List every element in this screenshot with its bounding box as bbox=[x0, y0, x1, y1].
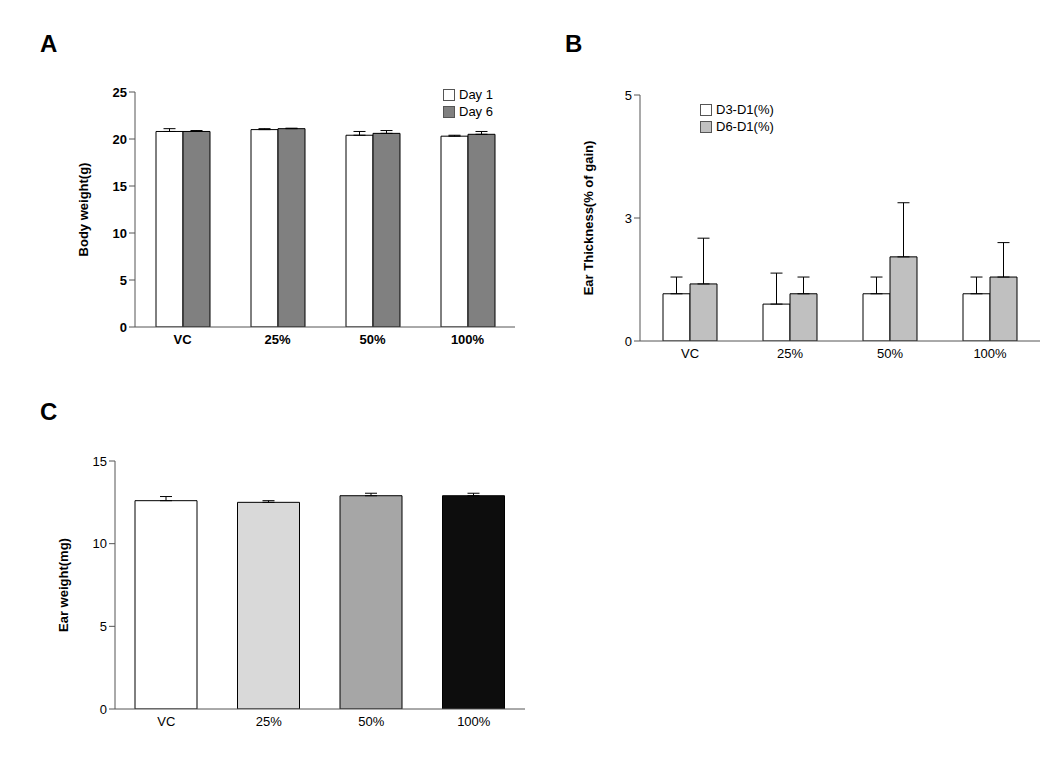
svg-text:50%: 50% bbox=[359, 332, 385, 347]
svg-text:VC: VC bbox=[157, 714, 175, 729]
svg-text:3: 3 bbox=[625, 211, 632, 226]
svg-text:20: 20 bbox=[113, 132, 127, 147]
html-text:C: C bbox=[40, 398, 58, 425]
svg-text:15: 15 bbox=[93, 454, 107, 469]
svg-text:25%: 25% bbox=[777, 346, 803, 361]
svg-text:25: 25 bbox=[113, 85, 127, 100]
svg-text:VC: VC bbox=[173, 332, 192, 347]
html-text:A: A bbox=[40, 30, 58, 57]
svg-text:50%: 50% bbox=[358, 714, 384, 729]
html-text:Day 1: Day 1 bbox=[459, 87, 493, 102]
svg-text:25%: 25% bbox=[264, 332, 290, 347]
svg-text:100%: 100% bbox=[973, 346, 1007, 361]
html-text:Day 6: Day 6 bbox=[459, 104, 493, 119]
svg-text:25%: 25% bbox=[256, 714, 282, 729]
svg-text:50%: 50% bbox=[877, 346, 903, 361]
svg-text:100%: 100% bbox=[457, 714, 491, 729]
html-text:D6-D1(%): D6-D1(%) bbox=[716, 119, 774, 134]
svg-text:5: 5 bbox=[120, 273, 127, 288]
svg-text:10: 10 bbox=[93, 536, 107, 551]
svg-text:Ear weight(mg): Ear weight(mg) bbox=[56, 538, 71, 632]
svg-text:15: 15 bbox=[113, 179, 127, 194]
svg-text:Body weight(g): Body weight(g) bbox=[76, 163, 91, 257]
svg-text:0: 0 bbox=[100, 702, 107, 717]
svg-text:5: 5 bbox=[100, 619, 107, 634]
svg-text:VC: VC bbox=[681, 346, 699, 361]
html-text:D3-D1(%): D3-D1(%) bbox=[716, 102, 774, 117]
svg-text:5: 5 bbox=[625, 88, 632, 103]
svg-text:Ear Thickness(% of gain): Ear Thickness(% of gain) bbox=[581, 141, 596, 296]
html-text:B: B bbox=[565, 30, 583, 57]
svg-text:100%: 100% bbox=[451, 332, 485, 347]
svg-text:10: 10 bbox=[113, 226, 127, 241]
svg-text:0: 0 bbox=[120, 320, 127, 335]
svg-text:0: 0 bbox=[625, 334, 632, 349]
